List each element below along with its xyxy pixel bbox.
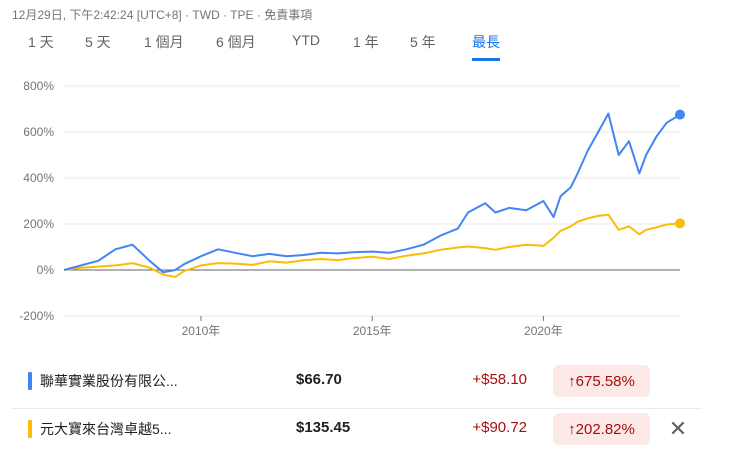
tab-max[interactable]: 最長 (472, 32, 500, 61)
x-tick-label: 2020年 (524, 324, 563, 338)
header-separator: · (253, 8, 265, 22)
percent-change-badge: ↑ 202.82% (553, 413, 650, 445)
security-name: 元大寶來台灣卓越5... (40, 421, 172, 437)
security-price: $66.70 (296, 371, 342, 388)
y-tick-label: 0% (37, 263, 55, 277)
y-tick-label: -200% (19, 309, 54, 323)
x-tick-label: 2015年 (353, 324, 392, 338)
series-line-blue (63, 112, 681, 274)
tab-6-month[interactable]: 6 個月 (216, 34, 256, 50)
tab-1-year[interactable]: 1 年 (353, 34, 379, 50)
up-arrow-icon: ↑ (568, 420, 576, 438)
header-separator: · (181, 8, 193, 22)
series-swatch-blue (28, 372, 32, 390)
quote-header: 12月29日, 下午2:42:24 [UTC+8] · TWD · TPE · … (12, 6, 312, 23)
percent-change-badge: ↑ 675.58% (553, 365, 650, 397)
range-tabs: 1 天 5 天 1 個月 6 個月 YTD 1 年 5 年 最長 (0, 32, 560, 61)
series-line-yellow (63, 213, 681, 278)
comparison-chart: 800% 600% 400% 200% 0% -200% 2010年 2015年 2020年 (0, 70, 740, 350)
series-endpoint-yellow (675, 218, 685, 229)
y-tick-label: 200% (23, 217, 54, 231)
security-name: 聯華實業股份有限公... (40, 373, 178, 389)
tab-1-day[interactable]: 1 天 (28, 34, 54, 50)
close-icon[interactable]: ✕ (668, 416, 688, 441)
percent-change-value: 202.82% (575, 420, 635, 438)
series-swatch-yellow (28, 420, 32, 438)
tab-5-day[interactable]: 5 天 (85, 34, 111, 50)
tab-ytd[interactable]: YTD (292, 32, 320, 48)
percent-change-value: 675.58% (575, 372, 635, 390)
compare-row-lihwa[interactable]: 聯華實業股份有限公... $66.70 +$58.10 ↑ 675.58% (12, 361, 702, 401)
chart-svg: 800% 600% 400% 200% 0% -200% 2010年 2015年 2020年 (19, 79, 685, 338)
tab-5-year[interactable]: 5 年 (410, 34, 436, 50)
tab-1-month[interactable]: 1 個月 (144, 34, 184, 50)
y-tick-label: 400% (23, 171, 54, 185)
security-change: +$58.10 (472, 371, 527, 388)
y-tick-label: 800% (23, 79, 54, 93)
quote-exchange: TPE (230, 8, 254, 22)
disclaimer-link[interactable]: 免責事項 (264, 8, 313, 22)
security-change: +$90.72 (472, 419, 527, 436)
security-price: $135.45 (296, 419, 351, 436)
quote-currency: TWD (192, 8, 220, 22)
quote-datetime: 12月29日, 下午2:42:24 [UTC+8] (12, 8, 182, 22)
y-tick-label: 600% (23, 125, 54, 139)
compare-row-etf[interactable]: 元大寶來台灣卓越5... $135.45 +$90.72 ↑ 202.82% ✕ (12, 408, 702, 449)
x-tick-label: 2010年 (182, 324, 221, 338)
up-arrow-icon: ↑ (568, 372, 576, 390)
series-endpoint-blue (675, 109, 685, 120)
header-separator: · (219, 8, 231, 22)
